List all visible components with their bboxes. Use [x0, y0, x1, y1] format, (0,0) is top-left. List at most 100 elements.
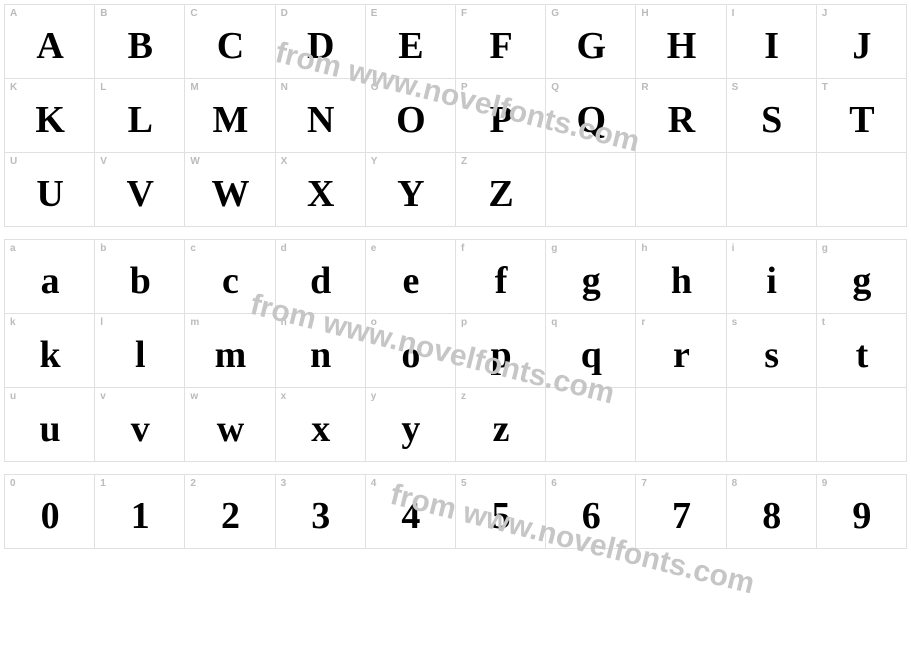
glyph-cell: gg — [817, 240, 907, 314]
glyph-cell-glyph: l — [135, 333, 145, 377]
glyph-cell: bb — [95, 240, 185, 314]
glyph-cell-glyph: M — [213, 98, 248, 142]
glyph-cell-glyph: D — [307, 24, 333, 68]
glyph-cell: ee — [366, 240, 456, 314]
glyph-cell — [817, 153, 907, 227]
glyph-cell: cc — [185, 240, 275, 314]
glyph-cell: 11 — [95, 475, 185, 549]
glyph-cell-label: 6 — [551, 478, 557, 489]
glyph-cell-glyph: V — [127, 172, 153, 216]
glyph-cell: ff — [456, 240, 546, 314]
glyph-cell: tt — [817, 314, 907, 388]
glyph-cell: OO — [366, 79, 456, 153]
glyph-cell-label: D — [281, 8, 288, 19]
glyph-grid-lowercase: aabbccddeeffgghhiiggkkllmmnnooppqqrrsstt… — [4, 239, 907, 462]
glyph-cell: EE — [366, 5, 456, 79]
glyph-cell-label: i — [732, 243, 735, 254]
glyph-cell: oo — [366, 314, 456, 388]
glyph-cell-glyph: u — [40, 407, 60, 451]
glyph-cell-label: U — [10, 156, 17, 167]
glyph-cell: uu — [5, 388, 95, 462]
glyph-cell-label: B — [100, 8, 107, 19]
glyph-cell-label: v — [100, 391, 106, 402]
glyph-cell-label: y — [371, 391, 377, 402]
glyph-cell-label: u — [10, 391, 16, 402]
glyph-cell-glyph: 5 — [492, 494, 510, 538]
glyph-cell-glyph: E — [398, 24, 422, 68]
glyph-cell-label: O — [371, 82, 379, 93]
glyph-cell: FF — [456, 5, 546, 79]
glyph-cell-label: 3 — [281, 478, 287, 489]
glyph-cell: AA — [5, 5, 95, 79]
glyph-cell-glyph: R — [668, 98, 694, 142]
glyph-cell-glyph: n — [310, 333, 330, 377]
glyph-cell — [546, 388, 636, 462]
glyph-cell: mm — [185, 314, 275, 388]
glyph-cell: 77 — [636, 475, 726, 549]
glyph-cell: dd — [276, 240, 366, 314]
glyph-cell-label: J — [822, 8, 828, 19]
glyph-cell-label: b — [100, 243, 106, 254]
glyph-cell-glyph: 2 — [221, 494, 239, 538]
glyph-cell: pp — [456, 314, 546, 388]
glyph-cell-label: 2 — [190, 478, 196, 489]
glyph-cell: 66 — [546, 475, 636, 549]
glyph-cell-glyph: h — [671, 259, 691, 303]
glyph-cell-glyph: K — [35, 98, 64, 142]
glyph-cell-glyph: 6 — [582, 494, 600, 538]
glyph-cell-label: K — [10, 82, 17, 93]
glyph-cell: ii — [727, 240, 817, 314]
glyph-cell: hh — [636, 240, 726, 314]
glyph-cell-glyph: B — [128, 24, 152, 68]
glyph-cell-label: 8 — [732, 478, 738, 489]
glyph-cell-label: q — [551, 317, 557, 328]
glyph-cell: KK — [5, 79, 95, 153]
glyph-cell: JJ — [817, 5, 907, 79]
glyph-cell-label: E — [371, 8, 378, 19]
glyph-cell — [546, 153, 636, 227]
glyph-cell: yy — [366, 388, 456, 462]
glyph-cell-label: 9 — [822, 478, 828, 489]
glyph-cell-label: X — [281, 156, 288, 167]
glyph-cell-glyph: y — [401, 407, 419, 451]
glyph-cell: DD — [276, 5, 366, 79]
glyph-cell: CC — [185, 5, 275, 79]
glyph-cell-glyph: a — [41, 259, 59, 303]
glyph-cell-glyph: v — [131, 407, 149, 451]
glyph-cell-glyph: 8 — [762, 494, 780, 538]
font-chart-wrapper: AABBCCDDEEFFGGHHIIJJKKLLMMNNOOPPQQRRSSTT… — [0, 0, 911, 565]
glyph-cell-label: V — [100, 156, 107, 167]
glyph-cell: QQ — [546, 79, 636, 153]
glyph-cell-glyph: 4 — [401, 494, 419, 538]
glyph-cell: qq — [546, 314, 636, 388]
glyph-cell-label: Y — [371, 156, 378, 167]
glyph-cell-glyph: s — [764, 333, 778, 377]
glyph-cell-label: L — [100, 82, 106, 93]
glyph-cell: 99 — [817, 475, 907, 549]
glyph-cell-glyph: Q — [577, 98, 606, 142]
glyph-cell-label: l — [100, 317, 103, 328]
glyph-cell: II — [727, 5, 817, 79]
glyph-cell: WW — [185, 153, 275, 227]
glyph-cell-label: h — [641, 243, 647, 254]
glyph-cell-label: p — [461, 317, 467, 328]
glyph-cell: 88 — [727, 475, 817, 549]
glyph-cell-glyph: 1 — [131, 494, 149, 538]
glyph-cell — [727, 153, 817, 227]
glyph-cell: XX — [276, 153, 366, 227]
glyph-cell-glyph: G — [577, 24, 606, 68]
glyph-cell-label: t — [822, 317, 825, 328]
glyph-cell-label: r — [641, 317, 645, 328]
glyph-cell-glyph: P — [489, 98, 511, 142]
glyph-grid-uppercase: AABBCCDDEEFFGGHHIIJJKKLLMMNNOOPPQQRRSSTT… — [4, 4, 907, 227]
glyph-cell-glyph: 3 — [311, 494, 329, 538]
glyph-cell-glyph: z — [493, 407, 509, 451]
glyph-cell-glyph: e — [402, 259, 418, 303]
glyph-cell-glyph: H — [667, 24, 696, 68]
glyph-cell-label: R — [641, 82, 648, 93]
glyph-cell-label: a — [10, 243, 16, 254]
glyph-cell: aa — [5, 240, 95, 314]
glyph-cell-glyph: T — [849, 98, 873, 142]
glyph-cell-glyph: q — [581, 333, 601, 377]
glyph-cell: MM — [185, 79, 275, 153]
